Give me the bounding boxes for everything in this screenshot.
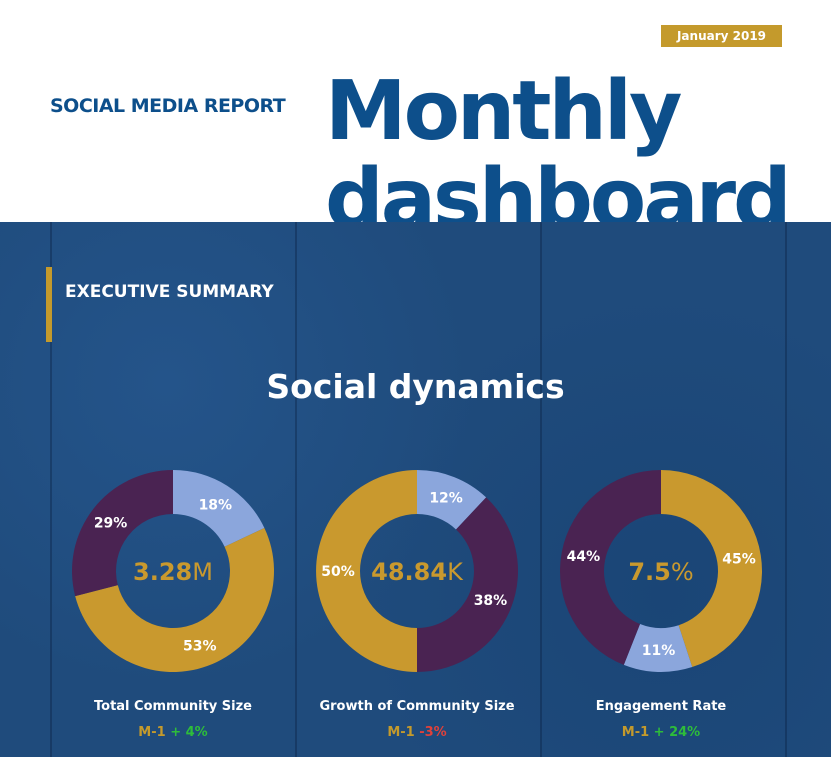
- divider: [295, 222, 297, 757]
- section-title: Social dynamics: [266, 367, 565, 406]
- donut-charts: 18% 53% 29% 3.28M 12% 38% 50% 48.84K 45% 11% 44% 7.…: [72, 470, 762, 672]
- month-delta: M-1 + 4%: [53, 725, 293, 740]
- donut-slice: [316, 470, 417, 672]
- donut-slice: [75, 527, 274, 672]
- section-accent-bar: [46, 267, 52, 342]
- slice-label: 38%: [474, 593, 508, 609]
- header: January 2019 SOCIAL MEDIA REPORT Monthly…: [0, 0, 831, 244]
- slice-label: 11%: [642, 643, 676, 659]
- chart-title: Total Community Size: [94, 699, 252, 714]
- center-value: 3.28M: [133, 558, 213, 586]
- divider: [50, 222, 52, 757]
- delta-value: + 24%: [653, 725, 701, 740]
- month-delta: M-1 -3%: [297, 725, 537, 740]
- title-line-1: Monthly: [325, 64, 682, 159]
- slice-label: 18%: [199, 497, 233, 513]
- summary-panel: EXECUTIVE SUMMARY Social dynamics 18% 53%…: [0, 222, 831, 757]
- slice-label: 44%: [567, 549, 601, 565]
- slice-label: 53%: [183, 638, 217, 654]
- slice-label: 29%: [94, 516, 128, 532]
- month-delta: M-1 + 24%: [541, 725, 781, 740]
- donut-slice: [560, 470, 661, 665]
- donut-slice: [173, 470, 265, 547]
- page-title: Monthly dashboard: [325, 64, 792, 244]
- donut-slice: [417, 470, 487, 530]
- divider: [540, 222, 542, 757]
- chart-title: Engagement Rate: [595, 699, 727, 714]
- center-value: 48.84K: [371, 558, 464, 586]
- section-heading: EXECUTIVE SUMMARY: [65, 282, 274, 302]
- donut-slice: [72, 470, 173, 597]
- donut-slice: [417, 497, 518, 672]
- slice-label: 12%: [429, 491, 463, 507]
- donut-slice: [623, 623, 693, 672]
- donut-slice: [661, 470, 762, 668]
- delta-prefix: M-1: [387, 725, 420, 740]
- date-badge: January 2019: [661, 25, 782, 47]
- slice-label: 50%: [321, 564, 355, 580]
- report-subtitle: SOCIAL MEDIA REPORT: [50, 95, 286, 117]
- delta-prefix: M-1: [621, 725, 654, 740]
- divider: [785, 222, 787, 757]
- center-value: 7.5%: [628, 558, 693, 586]
- delta-value: + 4%: [170, 725, 208, 740]
- slice-label: 45%: [722, 552, 756, 568]
- delta-prefix: M-1: [138, 725, 171, 740]
- delta-value: -3%: [419, 725, 447, 740]
- chart-title: Growth of Community Size: [319, 699, 515, 714]
